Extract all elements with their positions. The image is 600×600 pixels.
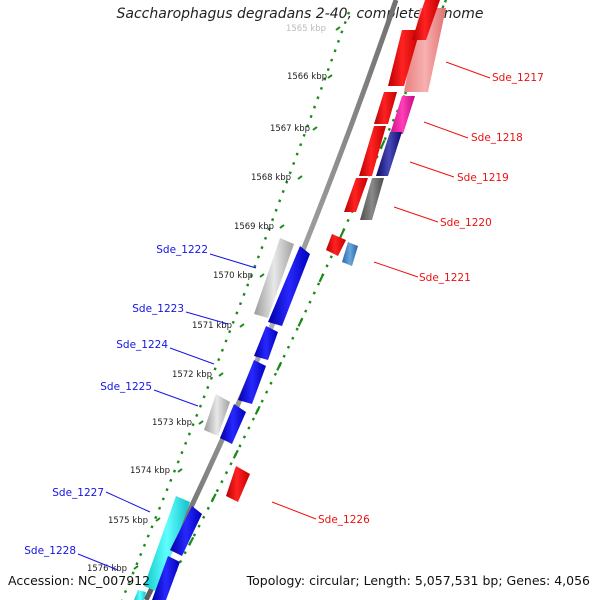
scale-label: 1571 kbp	[192, 321, 232, 331]
gene-feature-sde-1226	[226, 466, 250, 502]
gene-feature-sde-1228	[170, 506, 202, 556]
gene-label-sde-1218[interactable]: Sde_1218	[471, 132, 523, 144]
accession-text: Accession: NC_007912	[8, 573, 151, 588]
gene-feature-sde-1218	[390, 96, 415, 134]
gene-feature-red	[412, 0, 440, 40]
gene-label-sde-1223[interactable]: Sde_1223	[132, 303, 184, 315]
gene-label-sde-1224[interactable]: Sde_1224	[116, 339, 168, 351]
scale-tick-marks	[133, 26, 341, 570]
topology-text: Topology: circular; Length: 5,057,531 bp…	[246, 573, 590, 588]
gene-feature-blue	[152, 556, 180, 600]
gene-feature-sde-1217-pink	[404, 8, 446, 92]
scale-label: 1572 kbp	[172, 370, 212, 380]
gene-label-sde-1217[interactable]: Sde_1217	[492, 72, 544, 84]
scale-label: 1574 kbp	[130, 466, 170, 476]
gene-label-sde-1225[interactable]: Sde_1225	[100, 381, 152, 393]
outer-tick-ring	[158, 0, 448, 600]
outer-tick-dashes	[159, 0, 448, 600]
gene-feature-sde-1222	[268, 246, 310, 326]
gene-feature-sde-1219	[376, 132, 402, 176]
scale-label: 1568 kbp	[251, 173, 291, 183]
scale-label: 1570 kbp	[213, 271, 253, 281]
gene-feature-sde-1220	[360, 178, 384, 220]
inner-tick-ring	[120, 11, 351, 600]
scale-label: 1566 kbp	[287, 72, 327, 82]
gene-label-sde-1227[interactable]: Sde_1227	[52, 487, 104, 499]
gene-feature-cyan	[134, 590, 146, 600]
forward-gene-leaders	[77, 253, 257, 571]
gene-feature-sde-1227	[144, 496, 190, 592]
gene-feature-red	[374, 92, 397, 124]
scale-label: 1567 kbp	[270, 124, 310, 134]
scale-label: 1575 kbp	[108, 516, 148, 526]
gene-label-sde-1222[interactable]: Sde_1222	[156, 244, 208, 256]
gene-label-sde-1226[interactable]: Sde_1226	[318, 514, 370, 526]
scale-label: 1573 kbp	[152, 418, 192, 428]
gene-feature-red	[326, 234, 346, 256]
gene-feature-gray	[204, 394, 230, 436]
scale-label: 1565 kbp	[286, 24, 326, 34]
gene-feature-gray	[254, 238, 294, 318]
gene-feature-red	[344, 178, 368, 212]
gene-feature-sde-1221	[342, 242, 358, 266]
gene-feature-sde-1224	[238, 360, 266, 404]
gene-label-sde-1219[interactable]: Sde_1219	[457, 172, 509, 184]
gene-feature-sde-1217	[388, 30, 420, 86]
gene-label-sde-1220[interactable]: Sde_1220	[440, 217, 492, 229]
gene-feature-red	[359, 126, 386, 176]
scale-label: 1576 kbp	[87, 564, 127, 574]
gene-feature-sde-1225	[220, 404, 246, 444]
gene-feature-sde-1223	[254, 326, 278, 360]
reverse-gene-leaders	[271, 61, 491, 520]
scale-label: 1569 kbp	[234, 222, 274, 232]
gene-label-sde-1228[interactable]: Sde_1228	[24, 545, 76, 557]
gene-label-sde-1221[interactable]: Sde_1221	[419, 272, 471, 284]
